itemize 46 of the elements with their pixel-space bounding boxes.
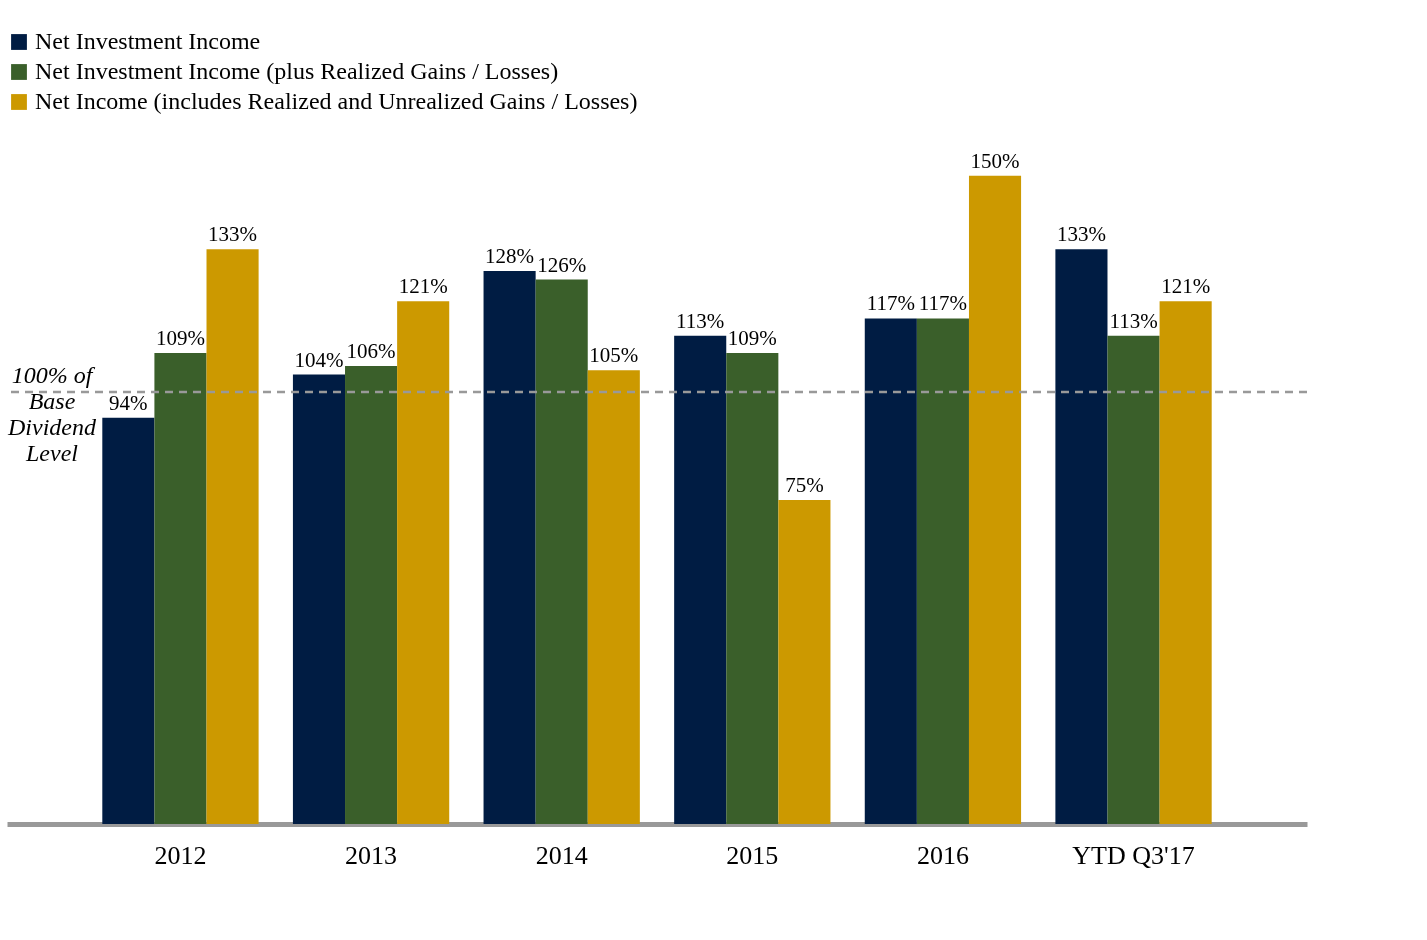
data-label: 128% [485,243,535,268]
data-label: 133% [1056,222,1106,247]
legend-label: Net Income (includes Realized and Unrealized Gains / Losses) [35,88,638,114]
x-tick-label: 2016 [916,840,969,870]
data-label: 113% [1109,308,1158,333]
bar [535,279,588,824]
bar [864,318,917,824]
bar [1055,249,1108,824]
data-label: 75% [785,472,824,497]
x-tick-label: 2013 [345,840,398,870]
bar [154,353,207,824]
bar [1159,301,1212,824]
bar [674,335,727,824]
data-label: 105% [589,343,639,368]
data-label: 94% [109,390,148,415]
legend-label: Net Investment Income (plus Realized Gains / Losses) [35,58,559,84]
bar [102,417,155,824]
bar [726,353,779,824]
data-label: 106% [346,338,396,363]
bar [483,270,536,824]
bar [397,301,450,824]
x-tick-label: YTD Q3'17 [1072,840,1195,870]
data-label: 126% [537,252,587,277]
bar [778,499,831,824]
legend-label: Net Investment Income [35,28,261,54]
x-tick-label: 2014 [535,840,588,870]
bar [1107,335,1160,824]
ref-line-label: 100% of Base Dividend Level [7,361,97,466]
data-label: 117% [866,291,915,316]
bar [206,249,259,824]
data-label: 104% [294,347,344,372]
bar [587,370,640,824]
data-label: 109% [155,326,205,351]
bar [292,374,346,824]
bar [916,318,969,824]
data-label: 117% [918,291,968,316]
data-label: 133% [208,222,258,247]
bar [968,175,1022,824]
data-label: 121% [398,274,448,299]
x-tick-label: 2012 [154,840,207,870]
data-label: 109% [727,326,777,351]
data-label: 113% [676,308,725,333]
x-tick-label: 2015 [726,840,779,870]
bar [345,365,398,824]
data-label: 121% [1161,274,1211,299]
data-label: 150% [970,148,1020,173]
